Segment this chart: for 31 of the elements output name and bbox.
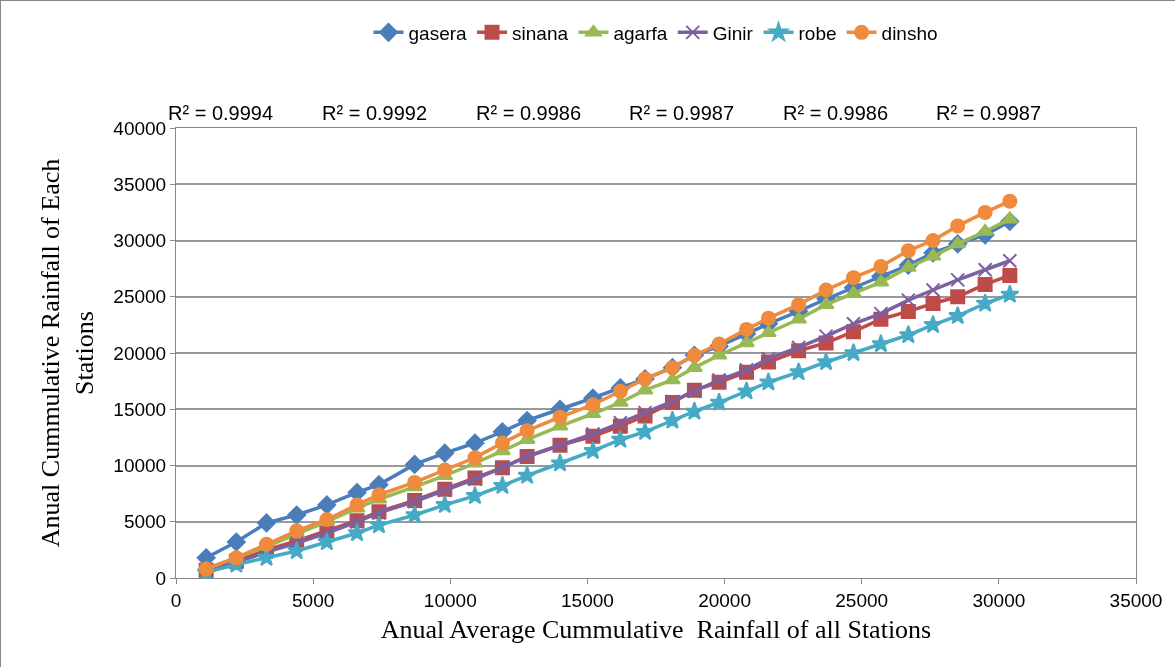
x-tick-label: 15000 <box>561 589 614 611</box>
x-axis-title: Anual Average Cummulative Rainfall of all Stations <box>380 615 932 645</box>
y-tick-label: 30000 <box>113 230 167 252</box>
x-tick-label: 35000 <box>1109 589 1163 611</box>
y-tick-label: 0 <box>155 567 167 589</box>
y-tick-label: 35000 <box>113 173 167 195</box>
text: R² = 0.9986 <box>476 102 582 124</box>
text: R² = 0.9987 <box>629 102 735 124</box>
y-axis-title: Anual Cummulative Rainfall of Each Stations <box>35 158 99 548</box>
x-tick-label: 10000 <box>423 589 477 611</box>
legend-label: sinana <box>512 22 569 44</box>
y-tick-label: 25000 <box>113 286 167 308</box>
text: R² = 0.9994 <box>168 102 274 124</box>
legend-label: gasera <box>408 22 468 44</box>
y-tick-label: 20000 <box>113 342 167 364</box>
x-tick-label: 0 <box>170 589 182 611</box>
x-tick-label: 20000 <box>698 589 751 611</box>
y-tick-label: 10000 <box>113 455 167 477</box>
y-tick-label: 40000 <box>113 117 167 139</box>
y-tick-label: 15000 <box>113 398 167 420</box>
legend-label: robe <box>798 22 837 44</box>
text: R² = 0.9987 <box>936 102 1042 124</box>
legend-label: Ginir <box>712 22 754 44</box>
text: R² = 0.9992 <box>322 102 428 124</box>
x-tick-label: 30000 <box>972 589 1026 611</box>
text: R² = 0.9986 <box>783 102 889 124</box>
legend-label: agarfa <box>613 22 668 44</box>
legend-label: dinsho <box>881 22 938 44</box>
y-tick-label: 5000 <box>123 511 167 533</box>
x-tick-label: 25000 <box>835 589 889 611</box>
x-tick-label: 5000 <box>292 589 335 611</box>
